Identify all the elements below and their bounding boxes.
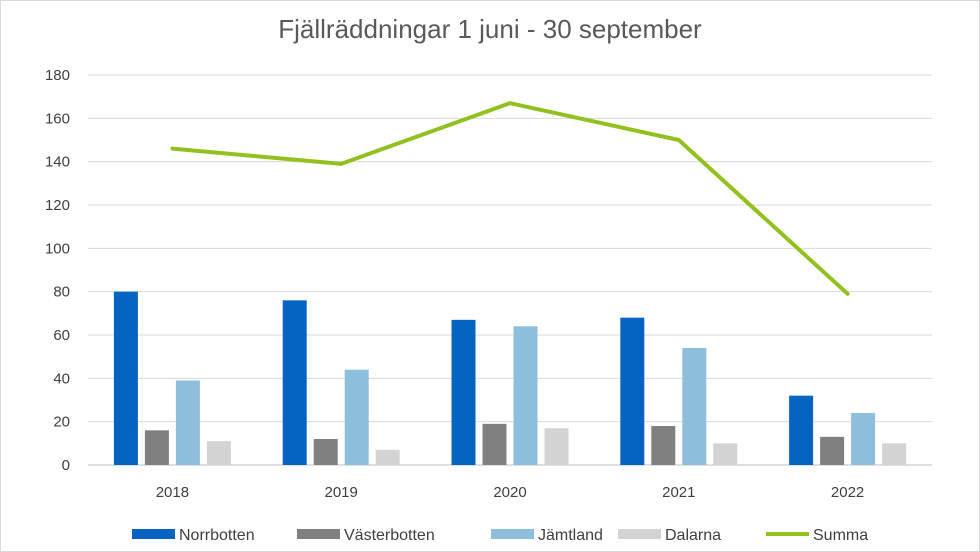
x-tick-label: 2018 bbox=[156, 484, 189, 501]
bar-norrbotten-2018 bbox=[113, 291, 138, 465]
y-tick-label: 100 bbox=[45, 240, 70, 257]
x-tick-label: 2020 bbox=[493, 484, 526, 501]
legend-label-västerbotten: Västerbotten bbox=[344, 527, 435, 544]
x-tick-label: 2019 bbox=[325, 484, 358, 501]
bar-dalarna-2019 bbox=[375, 449, 400, 465]
bar-jämtland-2018 bbox=[175, 380, 200, 465]
x-tick-label: 2022 bbox=[831, 484, 864, 501]
gridlines bbox=[88, 74, 932, 466]
bar-västerbotten-2019 bbox=[313, 439, 338, 465]
legend-swatch-västerbotten bbox=[297, 529, 340, 539]
line-summa bbox=[170, 101, 850, 296]
summary-line bbox=[170, 101, 850, 296]
y-tick-label: 80 bbox=[53, 284, 70, 301]
bar-västerbotten-2022 bbox=[820, 436, 845, 465]
legend-label-norrbotten: Norrbotten bbox=[179, 527, 255, 544]
bar-jämtland-2021 bbox=[682, 348, 707, 465]
y-tick-label: 120 bbox=[45, 197, 70, 214]
bars bbox=[113, 291, 907, 465]
legend-swatch-dalarna bbox=[618, 529, 661, 539]
bar-dalarna-2018 bbox=[206, 441, 231, 465]
bar-dalarna-2020 bbox=[544, 428, 569, 465]
y-tick-label: 180 bbox=[45, 67, 70, 84]
y-tick-label: 60 bbox=[53, 327, 70, 344]
bar-dalarna-2022 bbox=[882, 443, 907, 465]
legend-swatch-norrbotten bbox=[132, 529, 175, 539]
bar-västerbotten-2020 bbox=[482, 423, 507, 465]
legend-label-jämtland: Jämtland bbox=[538, 527, 603, 544]
bar-norrbotten-2020 bbox=[451, 319, 476, 465]
bar-dalarna-2021 bbox=[713, 443, 738, 465]
y-tick-label: 20 bbox=[53, 414, 70, 431]
legend: Norrbotten Västerbotten Jämtland Dalarna Sum… bbox=[132, 527, 868, 544]
y-axis-ticks: 0 20 40 60 80 100 120 140 160 180 bbox=[45, 67, 70, 474]
x-tick-label: 2021 bbox=[662, 484, 695, 501]
legend-swatch-jämtland bbox=[491, 529, 534, 539]
y-tick-label: 140 bbox=[45, 154, 70, 171]
bar-jämtland-2022 bbox=[851, 413, 876, 465]
x-axis-ticks: 2018 2019 2020 2021 2022 bbox=[156, 484, 865, 501]
bar-norrbotten-2021 bbox=[620, 317, 645, 465]
bar-norrbotten-2022 bbox=[789, 395, 814, 465]
chart-title: Fjällräddningar 1 juni - 30 september bbox=[278, 14, 702, 44]
bar-norrbotten-2019 bbox=[282, 300, 307, 465]
legend-label-dalarna: Dalarna bbox=[665, 527, 721, 544]
bar-jämtland-2019 bbox=[344, 369, 369, 465]
y-tick-label: 40 bbox=[53, 370, 70, 387]
y-tick-label: 0 bbox=[62, 457, 70, 474]
legend-label-summa: Summa bbox=[813, 527, 868, 544]
y-tick-label: 160 bbox=[45, 110, 70, 127]
bar-västerbotten-2021 bbox=[651, 426, 676, 465]
bar-jämtland-2020 bbox=[513, 326, 538, 465]
bar-västerbotten-2018 bbox=[144, 430, 169, 465]
